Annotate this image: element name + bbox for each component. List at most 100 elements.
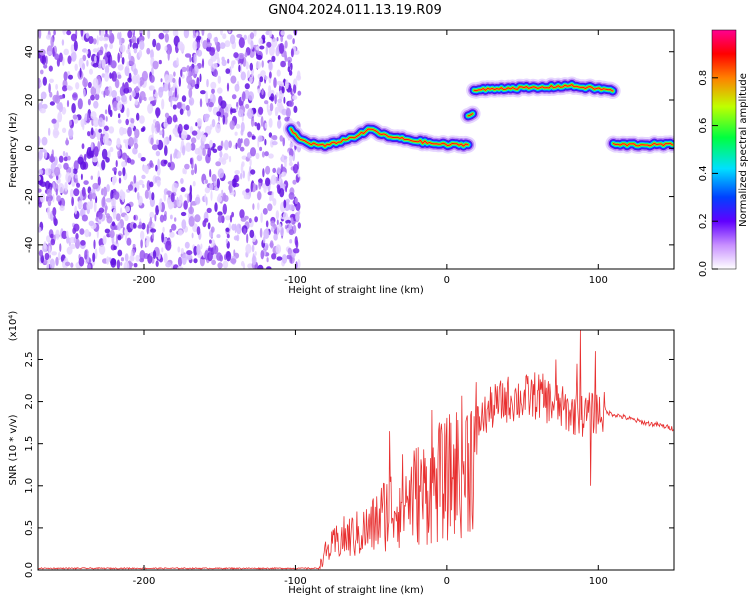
- snr-ytick-label: 2.5: [24, 352, 35, 368]
- noise-speck: [207, 147, 212, 158]
- noise-speck: [189, 157, 193, 165]
- noise-speck: [172, 127, 178, 135]
- noise-speck: [222, 114, 226, 125]
- noise-speck: [52, 127, 59, 139]
- noise-speck: [215, 161, 222, 167]
- noise-speck: [156, 165, 161, 176]
- noise-speck: [177, 256, 183, 267]
- noise-speck: [139, 250, 146, 261]
- noise-speck: [155, 164, 158, 172]
- noise-speck: [103, 90, 106, 98]
- noise-speck: [269, 71, 272, 79]
- noise-speck: [209, 47, 216, 56]
- noise-speck: [47, 206, 51, 216]
- noise-speck: [58, 155, 64, 163]
- noise-speck: [224, 139, 229, 151]
- noise-speck: [243, 194, 250, 200]
- noise-speck: [134, 99, 139, 106]
- noise-speck: [253, 107, 256, 114]
- noise-speck: [222, 33, 227, 40]
- noise-speck: [281, 154, 285, 163]
- noise-speck: [221, 189, 224, 195]
- noise-speck: [48, 65, 53, 72]
- noise-speck: [79, 209, 84, 217]
- noise-speck: [186, 254, 193, 261]
- noise-speck: [292, 95, 298, 100]
- noise-speck: [262, 168, 265, 178]
- signal-segment-2: [473, 84, 614, 92]
- noise-speck: [110, 258, 117, 268]
- noise-speck: [73, 188, 80, 197]
- noise-speck: [213, 69, 218, 77]
- noise-speck: [117, 119, 122, 124]
- noise-speck: [54, 95, 61, 104]
- noise-speck: [149, 74, 155, 83]
- noise-speck: [233, 249, 236, 257]
- noise-speck: [106, 256, 110, 265]
- noise-speck: [240, 129, 244, 136]
- noise-speck: [44, 252, 50, 261]
- noise-speck: [288, 204, 295, 211]
- noise-speck: [259, 146, 263, 152]
- noise-speck: [293, 105, 298, 113]
- snr-ytick-label: 1.5: [24, 436, 35, 452]
- noise-speck: [153, 89, 156, 95]
- noise-speck: [228, 183, 232, 194]
- noise-speck: [124, 214, 129, 222]
- noise-speck: [73, 237, 77, 244]
- noise-speck: [86, 59, 89, 67]
- noise-speck: [155, 42, 161, 51]
- noise-speck: [268, 61, 273, 71]
- noise-speck: [179, 194, 183, 204]
- spectrogram-ytick-label: 40: [24, 45, 35, 58]
- noise-speck: [148, 190, 152, 201]
- noise-speck: [139, 115, 145, 124]
- noise-speck: [287, 60, 291, 68]
- noise-speck: [71, 196, 74, 207]
- noise-speck: [106, 184, 110, 192]
- noise-speck: [205, 179, 208, 184]
- noise-speck: [233, 52, 239, 59]
- noise-speck: [264, 122, 268, 129]
- noise-speck: [90, 86, 97, 97]
- noise-speck: [182, 145, 186, 156]
- noise-speck: [48, 245, 51, 256]
- noise-speck: [87, 131, 91, 137]
- noise-speck: [276, 256, 283, 261]
- noise-speck: [245, 103, 250, 109]
- noise-speck: [111, 175, 117, 184]
- noise-speck: [237, 109, 244, 118]
- noise-speck: [90, 175, 94, 180]
- noise-speck: [38, 175, 41, 181]
- noise-speck: [125, 232, 128, 242]
- noise-speck: [58, 102, 63, 113]
- noise-speck: [207, 32, 212, 40]
- noise-speck: [102, 186, 108, 197]
- noise-speck: [156, 179, 161, 187]
- snr-xtick-label: 0: [444, 576, 450, 587]
- noise-speck: [49, 78, 54, 84]
- noise-speck: [186, 250, 193, 256]
- noise-speck: [242, 190, 247, 196]
- noise-speck: [254, 122, 258, 127]
- noise-speck: [72, 168, 78, 175]
- noise-speck: [188, 87, 193, 99]
- noise-speck: [171, 223, 177, 231]
- noise-speck: [246, 233, 249, 244]
- noise-speck: [117, 52, 120, 63]
- noise-speck: [124, 253, 129, 262]
- noise-speck: [140, 157, 146, 162]
- chart-title: GN04.2024.011.13.19.R09: [268, 3, 442, 18]
- noise-speck: [76, 182, 81, 188]
- noise-speck: [276, 167, 281, 175]
- noise-speck: [286, 56, 293, 63]
- noise-speck: [118, 170, 122, 177]
- noise-speck: [212, 143, 216, 148]
- noise-speck: [98, 49, 104, 56]
- noise-speck: [282, 137, 286, 147]
- noise-speck: [104, 206, 107, 216]
- noise-speck: [248, 217, 252, 224]
- noise-speck: [152, 250, 157, 259]
- noise-speck: [183, 200, 188, 210]
- noise-speck: [170, 96, 173, 108]
